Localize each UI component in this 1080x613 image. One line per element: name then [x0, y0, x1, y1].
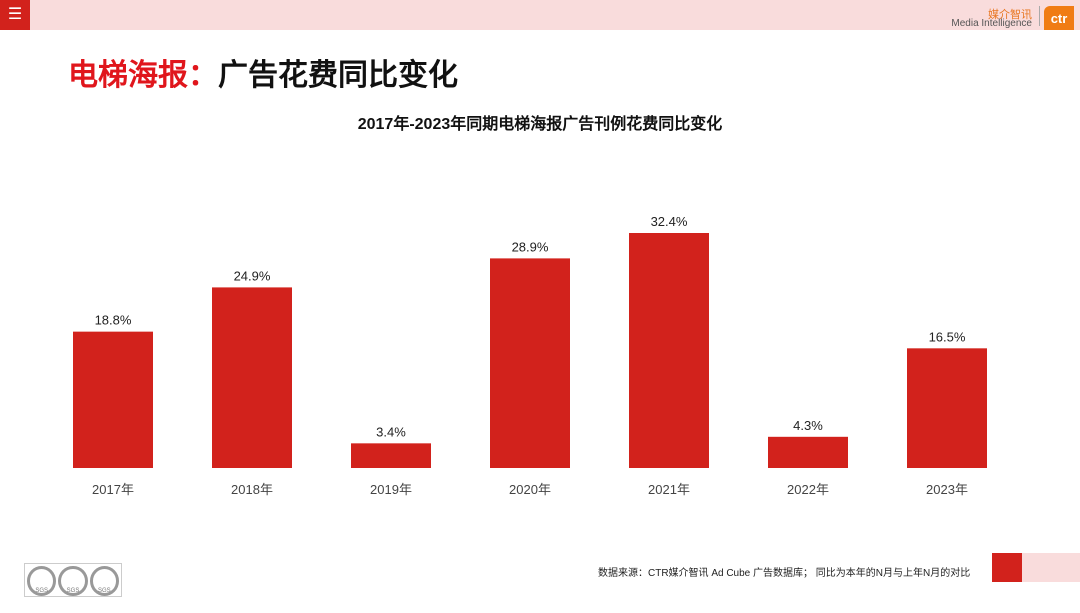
x-tick-label: 2022年	[787, 482, 829, 497]
page-title-red: 电梯海报：	[68, 58, 218, 93]
data-label: 24.9%	[234, 268, 271, 283]
ctr-logo: ctr	[1044, 6, 1074, 30]
hamburger-icon[interactable]: ☰	[0, 0, 30, 30]
page-title: 电梯海报：广告花费同比变化	[68, 50, 458, 94]
sgs-badge: SGS	[58, 566, 88, 596]
data-label: 4.3%	[793, 418, 823, 433]
x-tick-label: 2021年	[648, 482, 690, 497]
x-tick-label: 2023年	[926, 482, 968, 497]
page-title-dark: 广告花费同比变化	[218, 58, 458, 93]
sgs-badge: SGS	[89, 566, 119, 596]
logo-en: Media Intelligence	[951, 18, 1032, 29]
bar-2017年	[73, 331, 153, 468]
bar-2023年	[907, 348, 987, 468]
bar-2021年	[629, 233, 709, 468]
footer-pink-block	[1022, 553, 1080, 582]
data-label: 32.4%	[651, 214, 688, 229]
x-tick-label: 2018年	[231, 482, 273, 497]
bar-2019年	[351, 443, 431, 468]
bar-2018年	[212, 287, 292, 468]
sgs-badges: SGS SGS SGS	[24, 563, 122, 597]
data-label: 3.4%	[376, 424, 406, 439]
sgs-badge: SGS	[27, 566, 57, 596]
footer-red-block	[992, 553, 1022, 582]
x-tick-label: 2019年	[370, 482, 412, 497]
data-label: 16.5%	[929, 329, 966, 344]
bar-2022年	[768, 436, 848, 468]
data-label: 18.8%	[95, 313, 132, 328]
logo-divider	[1039, 6, 1040, 26]
x-tick-label: 2020年	[509, 482, 551, 497]
top-bar	[0, 0, 1080, 30]
chart-title: 2017年-2023年同期电梯海报广告刊例花费同比变化	[357, 116, 723, 133]
bar-2020年	[490, 258, 570, 468]
logo-cn: 媒介智讯	[988, 9, 1032, 21]
x-tick-label: 2017年	[92, 482, 134, 497]
data-source-note: 数据来源：CTR媒介智讯 Ad Cube 广告数据库； 同比为本年的N月与上年N…	[598, 568, 971, 579]
data-label: 28.9%	[512, 239, 549, 254]
